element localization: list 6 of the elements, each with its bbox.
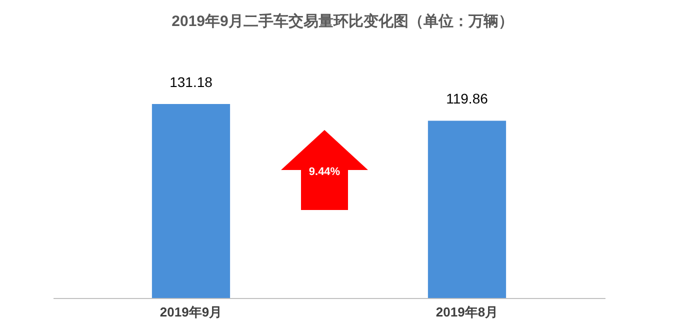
data-label: 131.18	[170, 74, 213, 90]
data-label: 119.86	[446, 90, 488, 107]
x-tick-label: 2019年8月	[436, 304, 498, 320]
x-tick-label: 2019年9月	[160, 304, 222, 320]
annotation: 9.44%	[308, 166, 342, 178]
chart-title: 2019年9月二手车交易量环比变化图（单位：万辆）	[170, 12, 514, 31]
